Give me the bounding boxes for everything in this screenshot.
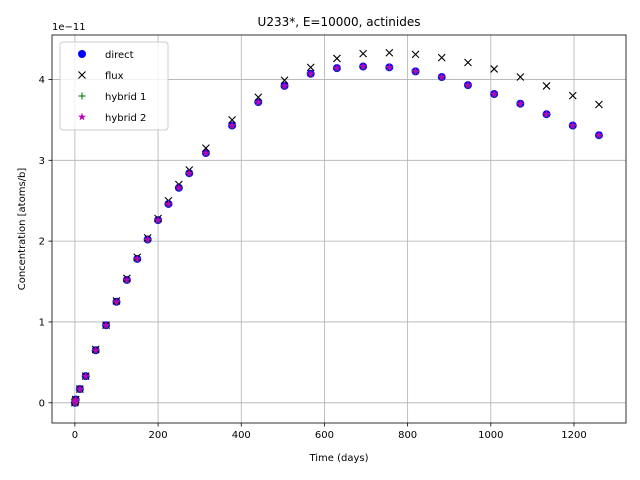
x-marker-stroke [464,58,472,67]
data-point-hybrid-2 [568,121,577,129]
data-point-flux [411,50,420,59]
data-point-flux [437,53,446,62]
data-point-hybrid-2 [164,199,173,208]
axis-ticks: 0 200 400 600 800 1000 1200 0 1 2 3 4 [39,75,587,441]
legend-marker-hybrid-1 [78,92,86,100]
x-marker-stroke [78,71,86,79]
legend: direct flux hybrid 1 hybrid 2 [59,41,169,131]
legend-label-hybrid-1: hybrid 1 [105,92,146,103]
data-point-flux [359,49,368,58]
data-point-hybrid-2 [411,67,420,75]
data-point-hybrid-2 [91,346,100,354]
data-point-hybrid-2 [490,89,499,98]
data-point-flux [306,63,315,72]
data-point-hybrid-2 [102,320,111,329]
data-point-hybrid-2 [81,371,90,380]
x-marker-stroke [280,76,289,85]
data-point-hybrid-2 [359,62,368,70]
data-point-flux [568,91,577,100]
data-point-hybrid-2 [463,80,472,89]
y-tick-label: 1 [39,317,45,328]
legend-marker-hybrid-2 [78,112,86,121]
data-point-hybrid-2 [254,97,263,106]
data-point-hybrid-2 [332,63,341,72]
data-point-flux [464,58,472,67]
data-point-flux [595,100,603,109]
y-tick-label: 4 [39,75,45,86]
x-marker-stroke [542,82,551,90]
y-tick-label: 2 [39,237,45,248]
data-point-hybrid-2 [437,72,446,81]
data-point-hybrid-2 [594,131,603,139]
legend-box [59,41,169,131]
data-point-hybrid-2 [154,215,163,224]
data-point-flux [516,73,525,81]
y-tick-label: 0 [39,398,45,409]
data-point-hybrid-2 [185,169,194,177]
data-point-hybrid-2 [143,235,152,243]
y-axis-offset-text: 1e−11 [52,22,86,33]
y-axis-label: Concentration [atoms/b] [17,168,28,291]
data-point-hybrid-2 [542,110,551,118]
legend-label-direct: direct [105,50,134,61]
data-point-hybrid-2 [280,81,289,90]
x-tick-label: 0 [72,430,78,441]
data-point-flux [542,82,551,90]
data-point-hybrid-2 [71,395,80,403]
x-tick-label: 400 [232,430,251,441]
x-marker-stroke [202,144,210,153]
legend-label-flux: flux [105,71,124,82]
data-point-flux [202,144,210,153]
data-point-hybrid-2 [174,183,183,192]
legend-marker-direct [78,50,86,58]
data-point-flux [228,115,236,124]
series-hybrid-2 [70,62,603,407]
chart-title: U233*, E=10000, actinides [258,15,421,29]
x-marker-stroke [254,93,263,102]
data-point-hybrid-2 [228,121,237,129]
x-marker-stroke [306,63,315,72]
x-marker-stroke [568,91,577,100]
x-marker-stroke [437,53,446,62]
x-tick-label: 1200 [561,430,586,441]
x-marker-stroke [359,49,368,58]
x-tick-label: 200 [149,430,168,441]
x-axis-label: Time (days) [308,453,368,464]
x-marker-stroke [490,65,499,73]
x-marker-stroke [333,54,341,63]
data-point-hybrid-2 [122,275,131,284]
data-point-flux [254,93,263,102]
y-tick-label: 3 [39,156,45,167]
x-marker-stroke [516,73,525,81]
series-flux [70,48,603,407]
x-marker-stroke [411,50,420,59]
data-point-flux [385,48,394,57]
data-point-flux [333,54,341,63]
legend-marker-flux [78,71,86,79]
data-point-hybrid-2 [385,63,394,71]
legend-markers [78,50,86,121]
data-point-flux [490,65,499,73]
grid [52,35,626,423]
x-tick-label: 1000 [478,430,503,441]
x-marker-stroke [228,115,236,124]
data-point-flux [280,76,289,85]
x-tick-label: 600 [315,430,334,441]
plot-frame [51,34,627,424]
data-point-hybrid-2 [75,384,84,393]
data-point-hybrid-2 [516,99,525,108]
data-point-hybrid-2 [133,254,142,263]
series-layer [70,48,603,407]
x-marker-stroke [385,48,394,57]
x-tick-label: 800 [398,430,417,441]
data-point-hybrid-2 [201,148,210,157]
x-marker-stroke [595,100,603,109]
data-point-hybrid-2 [112,297,121,306]
legend-label-hybrid-2: hybrid 2 [105,113,146,124]
data-point-hybrid-2 [306,69,315,78]
